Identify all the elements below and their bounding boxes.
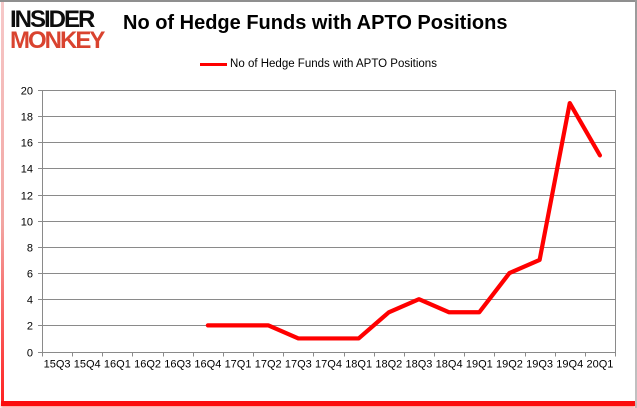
- x-axis-tick-label: 19Q1: [466, 359, 493, 371]
- frame-border-top: [0, 0, 637, 2]
- frame-border-bottom: [1, 401, 635, 406]
- x-axis-tick-label: 19Q3: [526, 359, 553, 371]
- y-axis-tick-label: 4: [27, 295, 33, 307]
- x-axis-tick-label: 18Q1: [345, 359, 372, 371]
- x-axis-tick-label: 15Q4: [74, 359, 101, 371]
- series-line: [205, 100, 603, 341]
- x-axis-tick-label: 19Q2: [496, 359, 523, 371]
- frame-border-right: [635, 0, 637, 408]
- insider-monkey-logo: INSIDER MONKEY: [10, 6, 122, 55]
- y-axis-tick-label: 18: [21, 112, 33, 124]
- logo-line-monkey: MONKEY: [10, 27, 105, 55]
- x-axis-tick-label: 18Q3: [406, 359, 433, 371]
- logo-line-insider: INSIDER: [10, 6, 95, 33]
- x-axis-tick-label: 18Q2: [375, 359, 402, 371]
- frame-border-left: [1, 2, 4, 406]
- y-axis-tick-label: 8: [27, 243, 33, 255]
- x-axis-tick-label: 18Q4: [436, 359, 463, 371]
- chart-title: No of Hedge Funds with APTO Positions: [123, 12, 508, 34]
- x-axis-tick-label: 16Q3: [164, 359, 191, 371]
- y-axis-tick-label: 6: [27, 269, 33, 281]
- y-axis-tick-label: 20: [21, 86, 33, 98]
- y-axis-tick-label: 16: [21, 138, 33, 150]
- x-axis-tick-label: 16Q2: [134, 359, 161, 371]
- x-axis-tick-label: 20Q1: [586, 359, 613, 371]
- legend-label: No of Hedge Funds with APTO Positions: [230, 58, 437, 70]
- x-axis-tick-label: 17Q4: [315, 359, 342, 371]
- y-axis-tick-label: 2: [27, 321, 33, 333]
- x-axis-tick-label: 19Q4: [556, 359, 583, 371]
- legend: No of Hedge Funds with APTO Positions: [0, 56, 637, 72]
- x-axis-tick-label: 16Q1: [104, 359, 131, 371]
- y-axis-tick-label: 10: [21, 217, 33, 229]
- legend-line-swatch: [200, 62, 228, 66]
- x-axis-tick-label: 17Q2: [255, 359, 282, 371]
- y-axis-tick-label: 12: [21, 191, 33, 203]
- x-axis-tick-label: 17Q1: [225, 359, 252, 371]
- y-axis-tick-label: 0: [27, 348, 33, 360]
- x-axis-tick-label: 17Q3: [285, 359, 312, 371]
- x-axis-tick-label: 16Q4: [194, 359, 221, 371]
- x-axis-tick-label: 15Q3: [44, 359, 71, 371]
- y-axis-tick-label: 14: [21, 164, 33, 176]
